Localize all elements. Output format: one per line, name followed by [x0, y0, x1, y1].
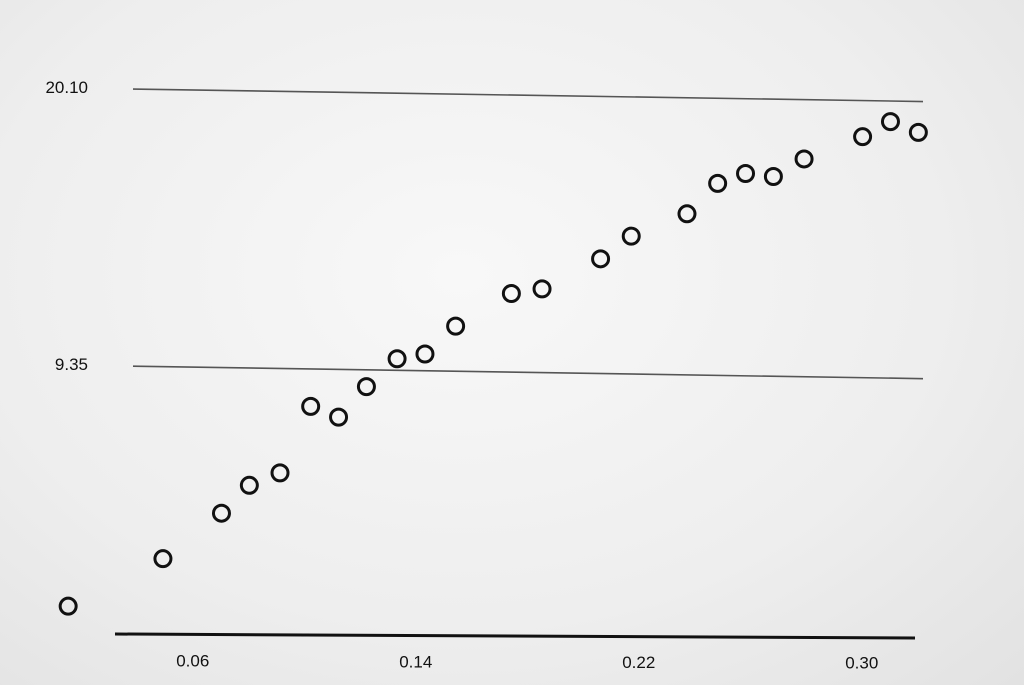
gridline-9-35 — [132, 365, 924, 380]
data-point — [708, 173, 728, 193]
x-tick-label: 0.30 — [845, 654, 878, 673]
data-point — [211, 503, 231, 523]
data-point — [387, 349, 407, 369]
x-tick-label: 0.22 — [622, 653, 655, 672]
y-axis-tick-labels: 9.35 20.10 — [45, 78, 88, 374]
data-points — [58, 112, 928, 616]
data-point — [794, 149, 814, 169]
data-point — [153, 549, 173, 569]
data-point — [415, 344, 435, 364]
data-point — [446, 316, 466, 336]
y-tick-label: 20.10 — [45, 78, 88, 97]
gridlines — [132, 88, 924, 380]
data-point — [301, 396, 321, 416]
data-point — [501, 284, 521, 304]
data-point — [621, 226, 641, 246]
data-point — [736, 163, 756, 183]
y-tick-label: 9.35 — [55, 355, 88, 374]
data-point — [239, 475, 259, 495]
data-point — [591, 249, 611, 269]
data-point — [356, 377, 376, 397]
x-axis-line — [114, 632, 916, 640]
data-point — [763, 167, 783, 187]
data-point — [853, 127, 873, 147]
data-point — [532, 279, 552, 299]
data-point — [880, 112, 900, 132]
data-point — [329, 407, 349, 427]
gridline-20-10 — [132, 88, 924, 103]
x-tick-label: 0.06 — [176, 652, 209, 671]
x-tick-label: 0.14 — [399, 652, 432, 671]
data-point — [270, 463, 290, 483]
data-point — [58, 596, 78, 616]
data-point — [908, 122, 928, 142]
x-axis-tick-labels: 0.06 0.14 0.22 0.30 — [176, 652, 878, 673]
data-point — [677, 204, 697, 224]
